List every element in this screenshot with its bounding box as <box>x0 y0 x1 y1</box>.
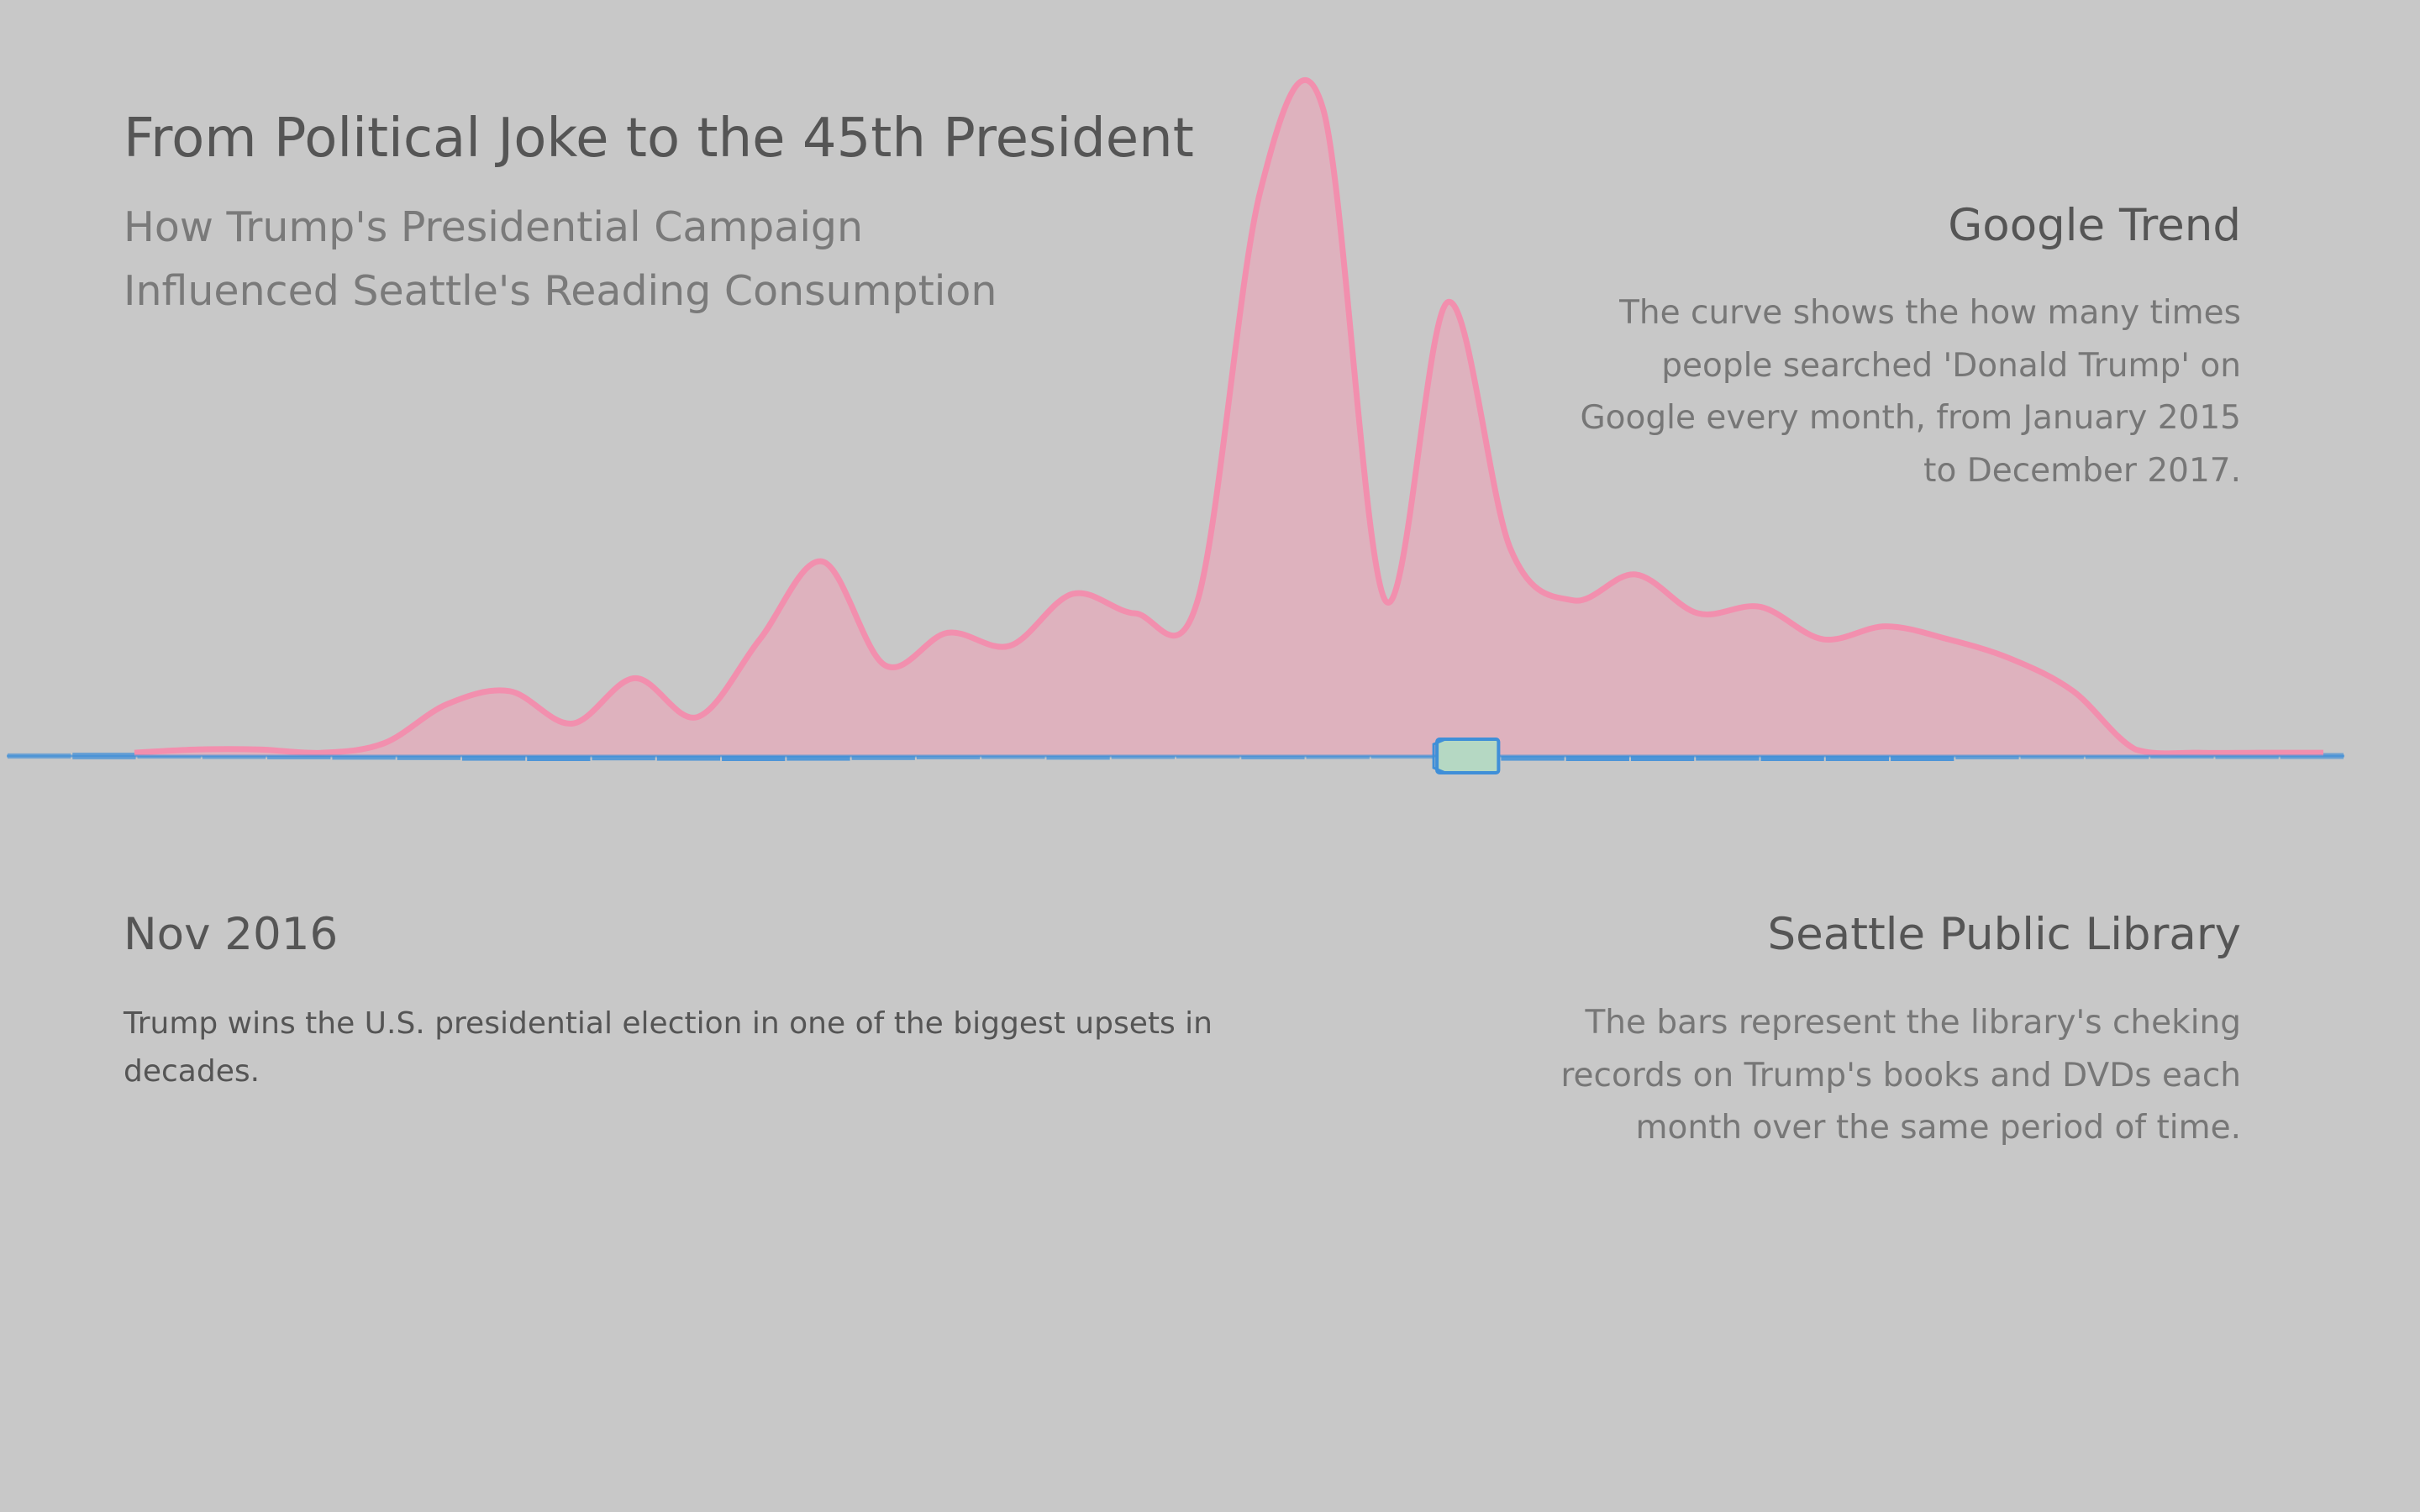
event-description: Trump wins the U.S. presidential electio… <box>124 1006 1213 1089</box>
google-trend-description: The curve shows the how many times peopl… <box>1580 294 2241 490</box>
selected-month-box-edge <box>1432 738 1446 774</box>
selected-month-box[interactable] <box>1435 738 1501 774</box>
page-title: From Political Joke to the 45th Presiden… <box>124 108 1194 170</box>
subtitle-line: Influenced Seattle's Reading Consumption <box>124 267 997 315</box>
library-heading: Seattle Public Library <box>1767 909 2242 960</box>
selected-month-marker[interactable] <box>1432 738 1501 774</box>
event-heading: Nov 2016 <box>124 909 339 960</box>
google-trend-heading: Google Trend <box>1948 200 2241 251</box>
library-description: The bars represent the library's cheking… <box>1560 1004 2241 1147</box>
trend-curve <box>134 76 2323 757</box>
subtitle-line: How Trump's Presidential Campaign <box>124 203 864 251</box>
page-subtitle: How Trump's Presidential Campaign Influe… <box>124 196 1132 323</box>
